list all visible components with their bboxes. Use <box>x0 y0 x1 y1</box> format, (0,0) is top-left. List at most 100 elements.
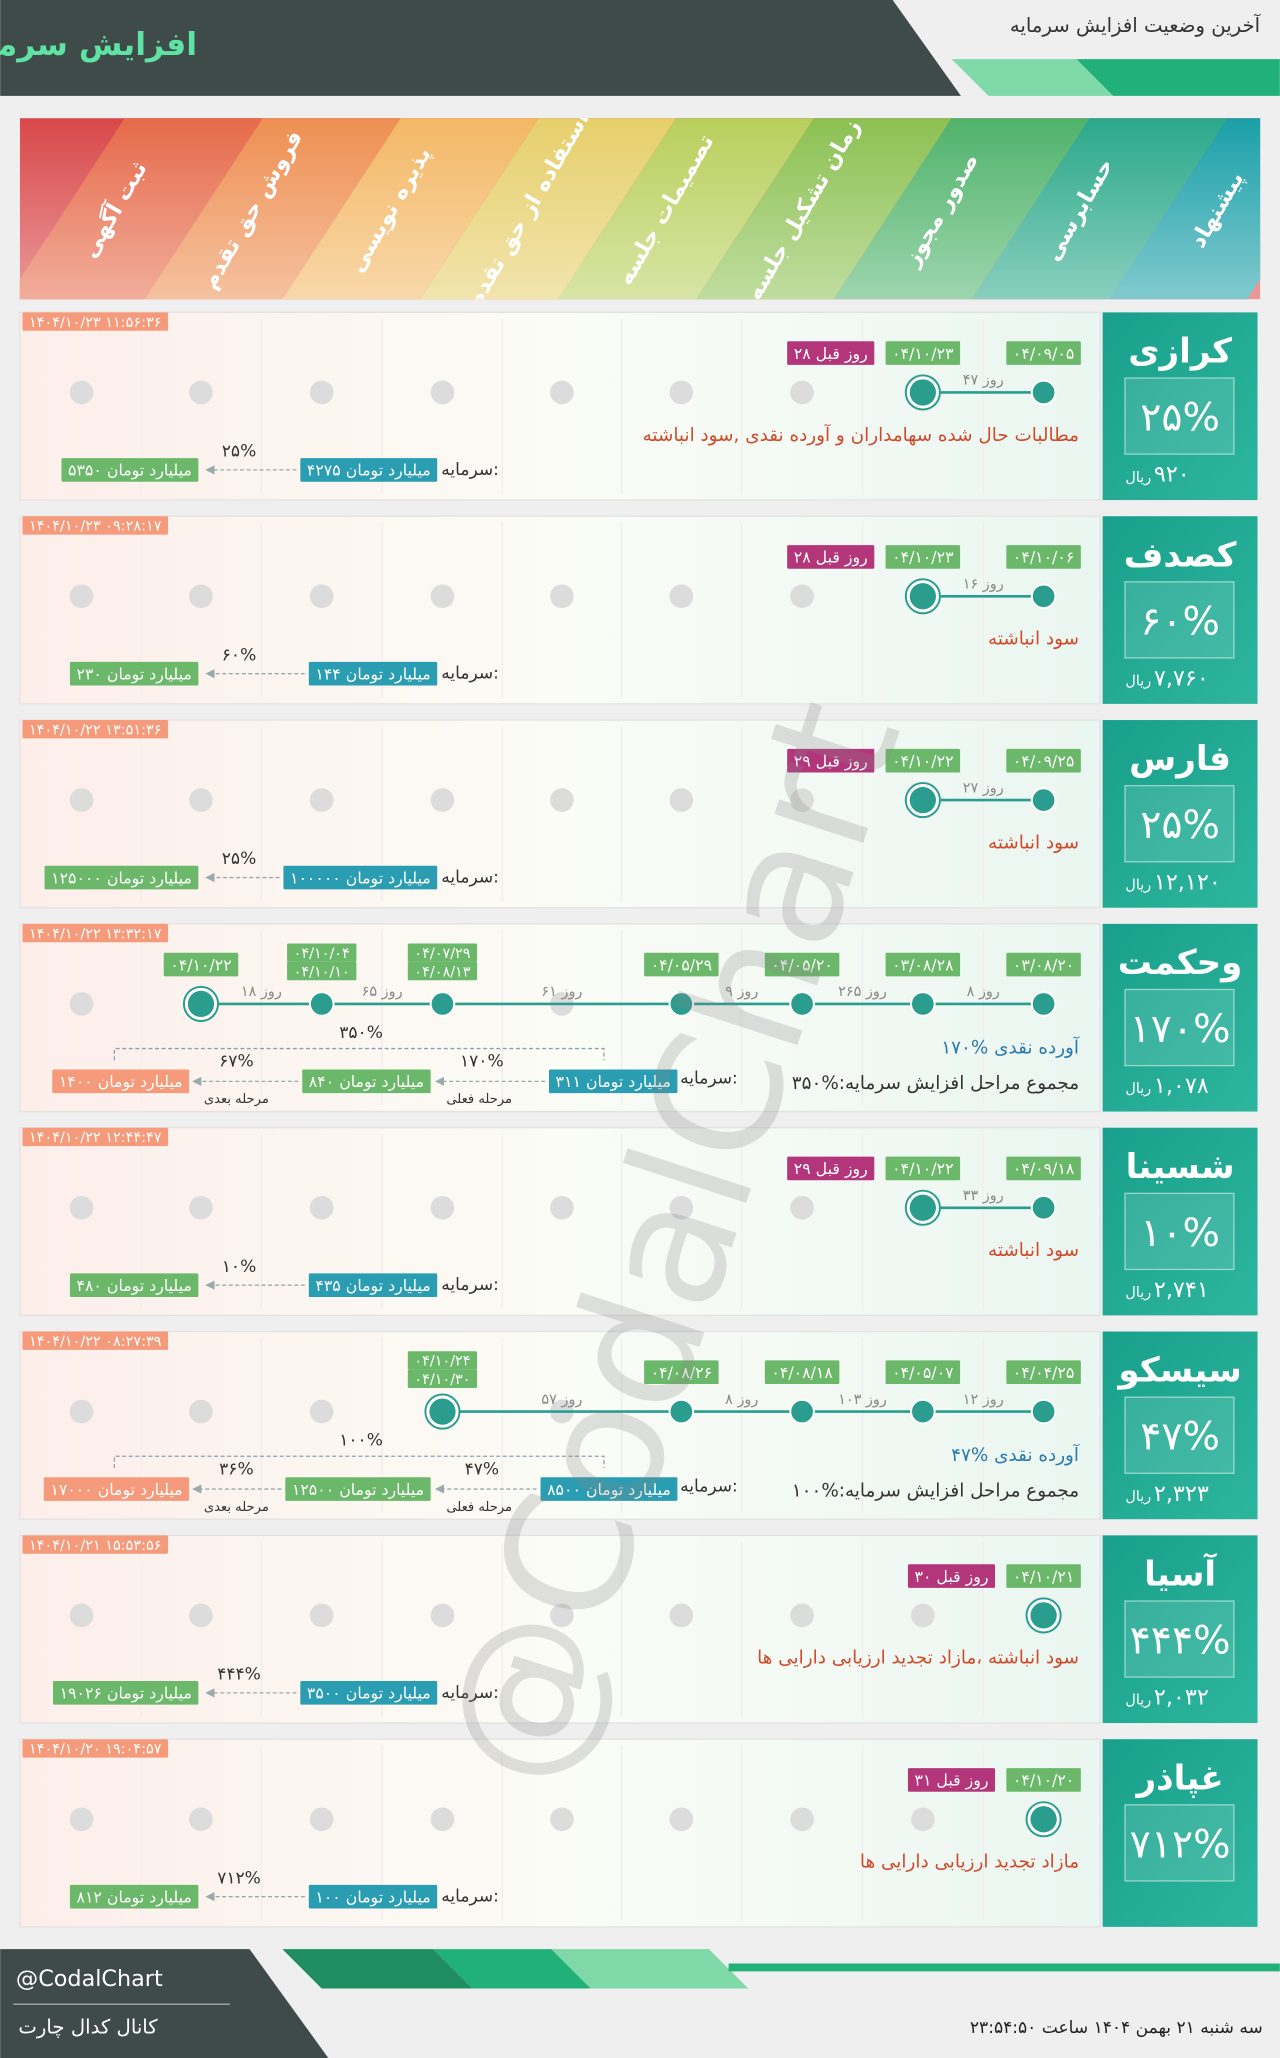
company-percent: ۶۰% <box>1140 598 1220 644</box>
price: ۲,۷۴۱ <box>1154 1277 1209 1303</box>
stage-dot-empty <box>69 1195 94 1220</box>
badge-text: ۴۸۰ میلیارد تومان <box>76 1276 191 1296</box>
side-card <box>1102 923 1258 1112</box>
badge-text: ۱۴۰۴/۱۰/۲۲ ۱۳:۳۲:۱۷ <box>29 926 162 942</box>
stage-dot-empty <box>669 1603 694 1628</box>
company-name: سیسکو <box>1116 1351 1241 1391</box>
side-card <box>1102 1331 1258 1520</box>
badge-text: ۰۴/۰۹/۲۵ <box>1013 752 1074 771</box>
badge-bg <box>885 545 961 569</box>
current-dot <box>429 1398 456 1425</box>
badge-bg <box>764 1360 840 1385</box>
badge: ۱۲۵۰۰ میلیارد تومان <box>285 1477 431 1501</box>
stage-dot-empty <box>669 584 694 609</box>
capital-label: سرمایه: <box>441 1887 499 1907</box>
days-label: ۸ روز <box>967 984 1000 1000</box>
price: ۲,۳۲۳ <box>1154 1481 1209 1507</box>
stage-dot-empty <box>69 380 94 405</box>
badge-bg <box>407 1369 478 1388</box>
percent-box <box>1124 1192 1235 1271</box>
badge-bg <box>1006 952 1081 977</box>
badge-text: ۰۴/۰۵/۲۰ <box>771 955 832 974</box>
badge-text: ۱۲۵۰۰ میلیارد تومان <box>292 1480 424 1500</box>
badge: ۱۴۰۴/۱۰/۲۰ ۱۹:۰۴:۵۷ <box>22 1739 169 1758</box>
stage-dot-empty <box>189 380 213 405</box>
stage-dot <box>308 991 335 1017</box>
company-name: کرازی <box>1128 332 1232 372</box>
step-percent: ۷۱۲% <box>217 1868 261 1888</box>
badge: ۰۴/۱۰/۰۴ <box>287 943 357 962</box>
badge-text: ۲۳۰ میلیارد تومان <box>76 665 191 685</box>
stage-dot-empty <box>309 1603 334 1628</box>
stage-dot-empty <box>550 1603 574 1628</box>
badge-text: ۲۸ روز قبل <box>794 548 868 568</box>
stage-dot-empty <box>550 788 574 812</box>
side-card <box>1102 312 1258 501</box>
badge: ۰۴/۰۹/۰۵ <box>1006 341 1081 365</box>
current-dot <box>909 1194 936 1221</box>
badge-text: ۰۴/۱۰/۲۰ <box>1013 1771 1074 1790</box>
stage-dot-empty <box>189 1399 213 1424</box>
current-dot <box>1030 1602 1057 1629</box>
badge-bg <box>548 1069 678 1094</box>
badge: ۳۱ روز قبل <box>907 1768 996 1792</box>
stage-dot-empty <box>69 1603 94 1628</box>
badge-bg <box>283 865 438 890</box>
badge: ۱۴۰۴/۱۰/۲۳ ۰۹:۲۸:۱۷ <box>22 516 169 535</box>
description-total: مجموع مراحل افزایش سرمایه:%۱۰۰ <box>792 1481 1079 1502</box>
badge-text: ۱۲۵۰۰۰ میلیارد تومان <box>51 868 192 888</box>
company-percent: ۴۴۴% <box>1130 1617 1231 1663</box>
badge: ۰۴/۰۵/۲۹ <box>644 952 719 977</box>
badge-text: ۰۴/۰۸/۱۸ <box>771 1363 832 1382</box>
badge-bg <box>885 1360 961 1385</box>
days-label: ۲۷ روز <box>963 780 1004 796</box>
badge-bg <box>300 458 438 482</box>
company-percent: ۲۵% <box>1140 395 1220 441</box>
company-row: کصدف ۶۰% ریال ۷,۷۶۰ ۱۴۰۴/۱۰/۲۳ ۰۹:۲۸:۱۷ ۱۶ رو… <box>19 515 1258 705</box>
badge: ۰۴/۰۸/۱۳ <box>407 961 478 980</box>
badge: ۳۰ روز قبل <box>907 1564 996 1588</box>
price-unit: ریال <box>1125 1081 1151 1097</box>
stage-dot-empty <box>911 1603 935 1628</box>
step-percent: ۱۷۰% <box>460 1052 504 1072</box>
days-label: ۶۱ روز <box>541 984 582 1000</box>
badge-bg <box>302 1069 431 1094</box>
price-unit: ریال <box>1125 877 1151 893</box>
page-title: افزایش سرمایه <box>0 27 197 63</box>
percent-box <box>1124 785 1235 863</box>
badge-bg <box>1006 1564 1081 1588</box>
description: سود انباشته <box>988 1240 1079 1261</box>
stage-dot <box>1030 1398 1057 1425</box>
badge: ۲۸ روز قبل <box>787 341 875 365</box>
badge-text: ۰۴/۰۵/۰۷ <box>892 1363 953 1382</box>
footer-stripe <box>551 1949 749 1989</box>
badge: ۰۴/۰۷/۲۹ <box>407 943 478 962</box>
price-unit: ریال <box>1125 1693 1151 1709</box>
step-label: مرحله بعدی <box>204 1092 269 1107</box>
stage-dot-empty <box>790 1807 814 1832</box>
badge: ۲۹ روز قبل <box>787 1156 875 1181</box>
badge-text: ۱۴۴ میلیارد تومان <box>315 665 430 685</box>
description: سود انباشته <box>988 629 1079 650</box>
capital-label: سرمایه: <box>680 1476 738 1496</box>
company-percent: ۲۵% <box>1140 802 1220 848</box>
stage-dot-empty <box>309 584 334 609</box>
step-percent: ۴۴۴% <box>217 1664 261 1684</box>
price: ۱,۰۷۸ <box>1154 1073 1209 1099</box>
company-row: فارس ۲۵% ریال ۱۲,۱۲۰ ۱۴۰۴/۱۰/۲۲ ۱۳:۵۱:۳۶ ۲۷ ر… <box>19 719 1258 909</box>
days-label: ۹ روز <box>725 984 758 1000</box>
total-bracket <box>113 1455 605 1469</box>
badge-text: ۱۴۰۰ میلیارد تومان <box>59 1072 183 1092</box>
badge-text: ۱۴۰۴/۱۰/۲۲ ۰۸:۲۷:۳۹ <box>29 1334 162 1350</box>
company-name: شسینا <box>1126 1147 1235 1187</box>
badge-bg <box>407 943 478 962</box>
description: سود انباشته <box>988 832 1079 853</box>
badge-bg <box>1006 545 1081 569</box>
days-label: ۱۶ روز <box>963 576 1004 592</box>
stage-dot-empty <box>189 1807 213 1832</box>
stage-dot-empty <box>550 1807 574 1832</box>
stage-dot-empty <box>430 788 455 812</box>
